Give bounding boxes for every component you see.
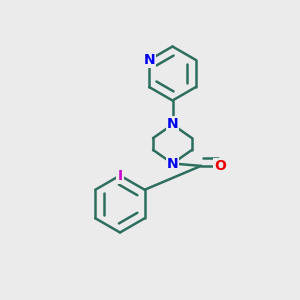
Text: N: N [167, 157, 178, 170]
Text: N: N [143, 53, 155, 67]
Text: N: N [167, 118, 178, 131]
Text: I: I [117, 169, 123, 182]
Text: O: O [214, 159, 226, 173]
